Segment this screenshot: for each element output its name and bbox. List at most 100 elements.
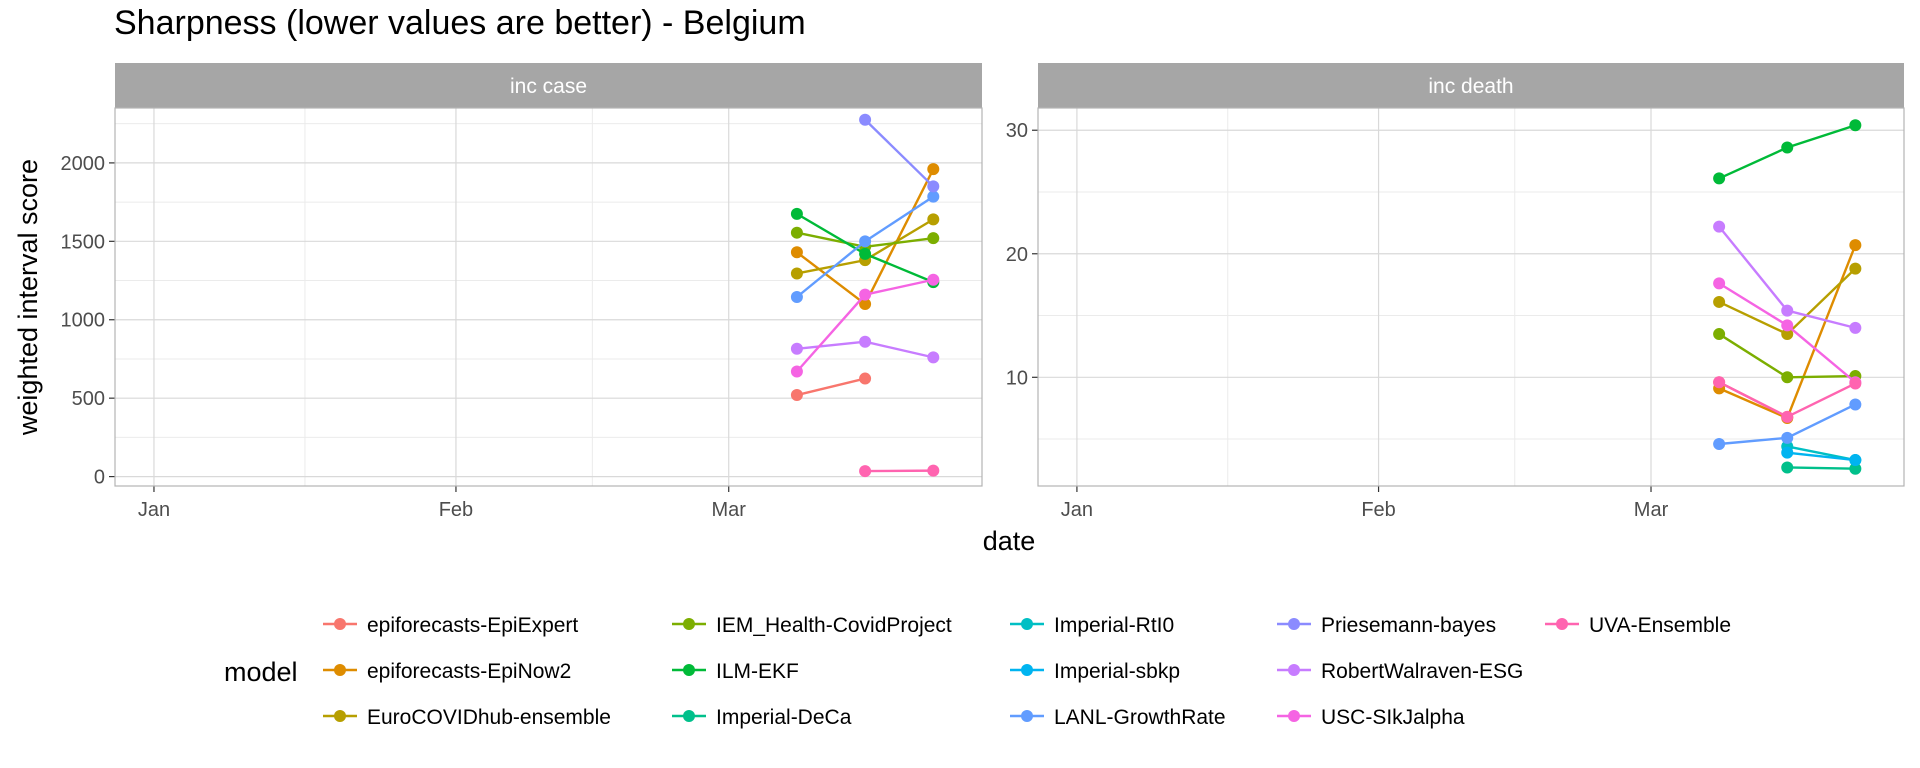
x-tick-label: Mar (711, 499, 746, 521)
legend-label: USC-SIkJalpha (1321, 706, 1465, 729)
data-point (1849, 119, 1862, 132)
data-point (790, 207, 803, 220)
data-point (927, 464, 940, 477)
data-point (1713, 438, 1726, 450)
chart-title: Sharpness (lower values are better) - Be… (114, 4, 806, 42)
legend-key-point (334, 710, 346, 722)
legend-key-point (1288, 618, 1300, 630)
data-point (927, 163, 940, 176)
series-RobertWalraven-ESG (1713, 220, 1862, 334)
facet-strip (115, 63, 982, 108)
legend-key-point (683, 664, 695, 676)
data-point (859, 247, 872, 260)
legend-key-point (1021, 618, 1033, 630)
legend-key-point (683, 618, 695, 630)
panel-border (1037, 107, 1905, 487)
data-point (1849, 462, 1862, 475)
data-point (927, 180, 940, 193)
data-point (1849, 454, 1862, 467)
legend-label: epiforecasts-EpiNow2 (367, 660, 571, 683)
data-point (1781, 371, 1794, 384)
data-point (790, 389, 803, 402)
legend-title: model (224, 657, 298, 687)
legend-key-point (1556, 618, 1568, 630)
data-point (790, 226, 803, 239)
legend-label: ILM-EKF (716, 660, 799, 683)
y-tick-label: 20 (1006, 244, 1028, 266)
legend-label: RobertWalraven-ESG (1321, 660, 1523, 683)
data-point (927, 190, 940, 203)
series-EuroCOVIDhub-ensemble (790, 213, 940, 280)
legend-item: epiforecasts-EpiExpert (323, 614, 578, 637)
data-point (859, 372, 872, 385)
data-point (859, 288, 872, 301)
legend-item: ILM-EKF (672, 660, 799, 683)
facet-panel-inc-case: inc case 0 500 1000 1500 2000 Jan Feb Mar (61, 63, 983, 521)
facet-strip (1038, 63, 1904, 108)
legend: model epiforecasts-EpiExpert epiforecasts… (224, 614, 1731, 729)
legend-item: USC-SIkJalpha (1277, 706, 1465, 729)
legend-item: Imperial-sbkp (1010, 660, 1180, 683)
data-point (859, 465, 872, 478)
data-point (1849, 398, 1862, 411)
series-line (796, 377, 866, 397)
legend-label: Imperial-RtI0 (1054, 614, 1174, 637)
data-point (927, 273, 940, 286)
data-point (1781, 431, 1794, 444)
data-point (1849, 239, 1862, 252)
data-point (859, 235, 872, 248)
legend-label: Imperial-sbkp (1054, 660, 1180, 683)
legend-item: Imperial-DeCa (672, 706, 852, 729)
data-point (927, 232, 940, 245)
y-tick-label: 0 (94, 467, 105, 489)
series-line (1787, 451, 1856, 462)
legend-item: UVA-Ensemble (1545, 614, 1731, 637)
legend-key-point (334, 664, 346, 676)
series-Imperial-DeCa (1781, 461, 1862, 475)
data-point (927, 213, 940, 226)
series-UVA-Ensemble (859, 464, 940, 478)
data-point (1849, 321, 1862, 334)
legend-item: epiforecasts-EpiNow2 (323, 660, 571, 683)
data-point (790, 291, 803, 303)
data-point (859, 335, 872, 348)
x-tick-label: Feb (439, 499, 473, 521)
y-axis-title: weighted interval score (13, 159, 43, 436)
legend-key-point (1288, 664, 1300, 676)
data-point (859, 113, 872, 126)
panel-border (114, 107, 983, 487)
data-point (1713, 277, 1726, 290)
series-line (864, 118, 935, 188)
series-LANL-GrowthRate (1713, 398, 1862, 450)
y-tick-label: 500 (72, 388, 105, 410)
y-tick-label: 1000 (61, 310, 106, 332)
legend-key-point (1288, 710, 1300, 722)
legend-label: IEM_Health-CovidProject (716, 614, 952, 637)
legend-key-point (334, 618, 346, 630)
y-tick-label: 30 (1006, 120, 1028, 142)
series-line (1787, 466, 1856, 470)
data-point (790, 342, 803, 355)
facet-strip-label: inc case (510, 75, 587, 98)
y-tick-label: 10 (1006, 367, 1028, 389)
legend-label: EuroCOVIDhub-ensemble (367, 706, 611, 729)
legend-item: Priesemann-bayes (1277, 614, 1496, 637)
legend-item: LANL-GrowthRate (1010, 706, 1226, 729)
series-line (1718, 333, 1856, 379)
legend-item: IEM_Health-CovidProject (672, 614, 952, 637)
series-UVA-Ensemble (1713, 376, 1862, 423)
y-tick-label: 2000 (61, 153, 106, 175)
facet-panel-inc-death: inc death 10 20 30 Jan Feb Mar (1006, 63, 1905, 521)
y-tick-label: 1500 (61, 231, 106, 253)
series-IEM_Health-CovidProject (1713, 328, 1862, 384)
x-tick-label: Mar (1634, 499, 1669, 521)
data-point (1781, 446, 1794, 459)
data-point (1849, 377, 1862, 390)
data-point (1781, 304, 1794, 317)
series-Imperial-sbkp (1781, 446, 1862, 467)
data-point (1781, 461, 1794, 474)
data-point (1713, 172, 1726, 185)
data-point (1781, 141, 1794, 154)
series-ILM-EKF (1713, 119, 1862, 185)
facet-strip-label: inc death (1428, 75, 1513, 98)
